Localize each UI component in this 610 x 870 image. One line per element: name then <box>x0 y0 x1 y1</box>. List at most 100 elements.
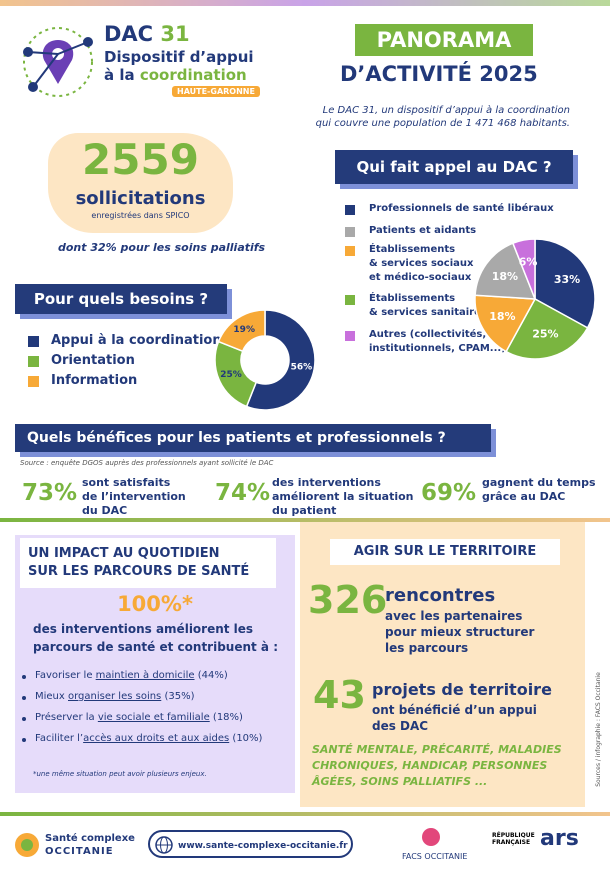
slice <box>245 309 316 411</box>
impact-text-line: des interventions améliorent les <box>33 622 254 636</box>
legend-swatch <box>345 331 355 341</box>
slice <box>505 297 589 360</box>
slice-label: 19% <box>233 325 255 335</box>
bullet-part: (35%) <box>161 691 195 702</box>
solicitations-number: 2559 <box>82 135 199 184</box>
panorama: PANORAMA <box>355 24 533 56</box>
slice-label: 33% <box>554 273 580 286</box>
text-line: pour mieux structurer <box>385 625 535 639</box>
intro-line: qui couvre une population de 1 471 468 h… <box>315 118 570 129</box>
footnote: *une même situation peut avoir plusieurs… <box>33 770 207 778</box>
benefit-text: gagnent du temps <box>482 476 596 489</box>
bullet-dot <box>22 738 26 742</box>
impact-title-line: UN IMPACT AU QUOTIDIEN <box>28 546 220 561</box>
bullet-part: (44%) <box>194 670 228 681</box>
bullet-part: (10%) <box>229 733 263 744</box>
bullet-dot <box>22 717 26 721</box>
benefit-value: 74% <box>215 480 271 506</box>
legend-swatch <box>28 376 39 387</box>
topic-line: ÂGÉES, SOINS PALLIATIFS ... <box>312 775 488 788</box>
bullet: Préserver la vie sociale et familiale (1… <box>35 712 243 723</box>
legend-label: et médico-sociaux <box>369 272 472 283</box>
sco-name: OCCITANIE <box>45 846 114 857</box>
impact-title: UN IMPACT AU QUOTIDIEN SUR LES PARCOURS D… <box>20 538 276 588</box>
slice-label: 56% <box>291 362 313 372</box>
solicitations-label: sollicitations <box>75 188 206 209</box>
url[interactable]: www.sante-complexe-occitanie.fr <box>148 830 353 858</box>
section-title: Quels bénéfices pour les patients et pro… <box>15 424 491 452</box>
topic-line: SANTÉ MENTALE, PRÉCARITÉ, MALADIES <box>312 743 562 756</box>
legend-swatch <box>345 295 355 305</box>
legend-swatch <box>345 246 355 256</box>
slice <box>511 238 536 300</box>
donut-chart: 56% 25% 19% <box>214 309 316 411</box>
ars-logo: ars <box>540 826 579 851</box>
facs-icon <box>422 828 440 846</box>
projects-text: ont bénéficié d’un appui des DAC <box>372 702 537 734</box>
topics: SANTÉ MENTALE, PRÉCARITÉ, MALADIES CHRONI… <box>312 742 562 790</box>
projects-label: projets de territoire <box>372 680 552 699</box>
slice-label: 25% <box>532 328 558 341</box>
logo-dac: DAC <box>104 22 154 46</box>
legend-label: institutionnels, CPAM...) <box>369 343 506 354</box>
benefit-value: 73% <box>22 480 78 506</box>
section-title: Qui fait appel au DAC ? <box>335 150 573 184</box>
text-line: les parcours <box>385 641 469 655</box>
intro: Le DAC 31, un dispositif d’appui à la co… <box>316 104 570 130</box>
benefit-text: du patient <box>272 504 337 517</box>
bullet-part: organiser les soins <box>68 691 162 702</box>
intro-line: Le DAC 31, un dispositif d’appui à la co… <box>322 105 570 116</box>
logo-num: 31 <box>160 22 190 46</box>
impact-text: des interventions améliorent les parcours… <box>33 620 278 656</box>
legend-label: & services sociaux <box>369 258 474 269</box>
bullet-part: accès aux droits et aux aides <box>83 733 230 744</box>
bullet-part: (18%) <box>209 712 243 723</box>
bullet-part: Favoriser le <box>35 670 96 681</box>
rf-line: FRANÇAISE <box>492 839 531 846</box>
rf-line: RÉPUBLIQUE <box>492 832 535 839</box>
bullet-part: Faciliter l’ <box>35 733 84 744</box>
bullet-dot <box>22 696 26 700</box>
logo-sub: à la coordination <box>104 66 247 84</box>
impact-text-line: parcours de santé et contribuent à : <box>33 640 279 654</box>
slice <box>534 238 596 329</box>
rf: RÉPUBLIQUE FRANÇAISE <box>492 832 535 846</box>
territory-title: AGIR SUR LE TERRITOIRE <box>330 539 560 565</box>
logo-icon <box>23 27 93 97</box>
sco-name: Santé complexe <box>45 833 135 844</box>
legend-label: Appui à la coordination <box>51 333 222 348</box>
benefit-text: améliorent la situation <box>272 490 414 503</box>
impact-value: 100%* <box>117 592 193 616</box>
legend-label: Établissements <box>369 244 456 255</box>
blob <box>48 133 233 233</box>
title: D’ACTIVITÉ 2025 <box>340 62 538 86</box>
legend-swatch <box>28 336 39 347</box>
benefit-text: sont satisfaits <box>82 476 171 489</box>
top-band <box>0 0 610 6</box>
benefit-text: du DAC <box>82 504 128 517</box>
bullet: Mieux organiser les soins (35%) <box>35 691 195 702</box>
text-line: ont bénéficié d’un appui <box>372 703 537 717</box>
logo-sub: Dispositif d’appui <box>104 48 254 66</box>
divider <box>0 812 610 816</box>
meetings-label: rencontres <box>385 585 496 606</box>
impact-title-line: SUR LES PARCOURS DE SANTÉ <box>28 564 250 579</box>
benefit-text: de l’intervention <box>82 490 186 503</box>
bullet-part: Mieux <box>35 691 68 702</box>
meetings-value: 326 <box>308 578 388 622</box>
bullet-dot <box>22 675 26 679</box>
benefit-value: 69% <box>421 480 477 506</box>
facs-name: FACS OCCITANIE <box>402 852 468 861</box>
section-title: Pour quels besoins ? <box>15 284 227 314</box>
sco-icon <box>15 833 39 857</box>
legend-swatch <box>345 205 355 215</box>
topic-line: CHRONIQUES, HANDICAP, PERSONNES <box>312 759 548 772</box>
legend-label: & services sanitaires <box>369 307 487 318</box>
globe-icon <box>155 836 173 854</box>
logo-sub-b: coordination <box>139 66 247 84</box>
legend-label: Information <box>51 373 138 388</box>
bullet-part: Préserver la <box>35 712 98 723</box>
legend-label: Autres (collectivités, <box>369 329 487 340</box>
legend-swatch <box>28 356 39 367</box>
